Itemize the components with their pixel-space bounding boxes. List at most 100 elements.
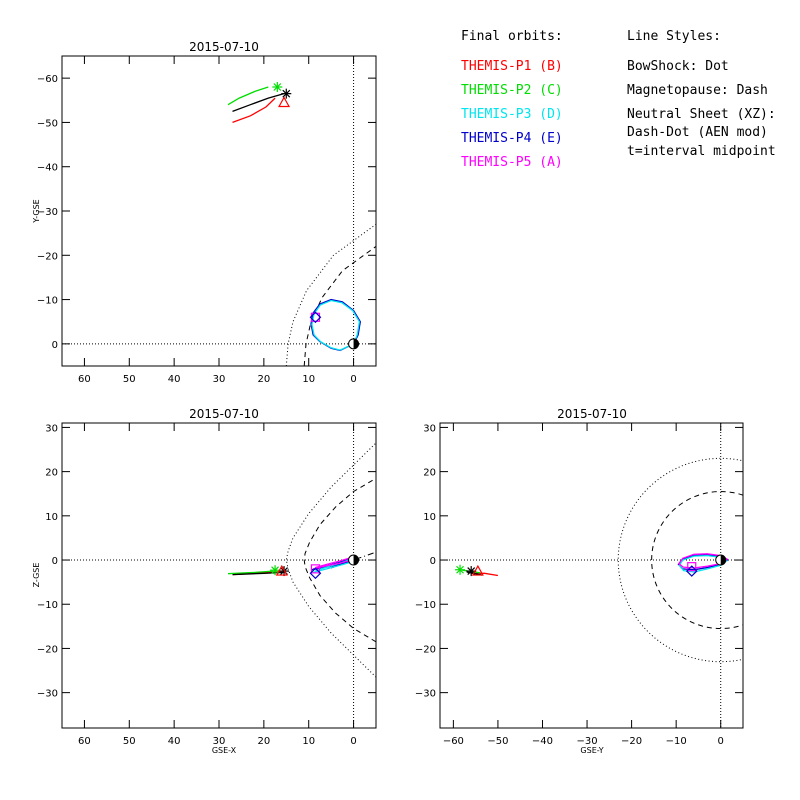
panel-yz-ytick-label: 20 [423,468,436,479]
panel-xz-ytick-label: −20 [37,644,58,655]
panel-xz-marker-asterisk-p2-stroke [271,566,279,575]
panel-xy-bowshock [285,223,376,366]
panel-yz-frame [439,422,744,729]
panel-xz-marker-asterisk-p2 [270,565,281,576]
legend-style-label: Magnetopause: Dash [627,83,768,98]
panel-yz-title: 2015-07-10 [557,407,627,421]
panel-xy-marker-diamond-p4 [309,311,322,324]
panel-yz-marker-asterisk-p2-stroke [456,565,464,574]
panel-yz-xtick-label: −50 [487,736,508,747]
panel-xz-xtick-label: 60 [78,736,91,747]
panel-yz-xtick-label: −30 [576,736,597,747]
panel-xz-xtick-label: 50 [123,736,136,747]
panel-xz-magnetopause [303,477,376,643]
legend-probe-label: THEMIS-P2 (C) [461,83,563,98]
panel-yz-ytick-label: 0 [430,556,436,567]
legend-style-list: BowShock: Dot Magnetopause: Dash Neutral S… [627,59,776,159]
panel-xy-frame [61,55,377,367]
panel-xz-plot: 2015-07-10 Z-GSE GSE-X 60 50 40 30 20 10 0 −30 −… [32,407,377,755]
panel-xy-clipped [62,56,376,366]
panel-yz-ytick-label: −10 [415,600,436,611]
panel-xy-orbit-p1 [232,97,276,124]
panel-xy-ytick-label: −60 [37,74,58,85]
panel-xy-ytick-label: 0 [52,340,58,351]
panel-yz-ytick-label: −20 [415,644,436,655]
panel-yz-marker-asterisk-axis-stroke [467,567,476,576]
panel-xy-data [62,56,376,366]
legend-style-label: Neutral Sheet (XZ): [627,107,776,122]
legend-orbits-header: Final orbits: [461,29,563,44]
panel-xy-title: 2015-07-10 [189,40,259,54]
panel-xy-ytick-label: −10 [37,296,58,307]
panel-xz-frame [61,422,377,729]
panel-yz-marker-square-p5 [687,562,697,572]
panel-xz-bowshock [285,442,376,678]
panel-yz-clipped [440,423,743,728]
panel-yz-marker-asterisk-p2 [455,564,466,575]
legend-probe-label: THEMIS-P3 (D) [461,107,563,122]
panel-yz-ytick-label: 30 [423,423,436,434]
panel-xy-ytick-label: −30 [37,207,58,218]
panel-xy-ytick-label: −50 [37,118,58,129]
panel-xz-orbit-p2 [227,570,273,575]
panel-yz-xlabel: GSE-Y [580,746,603,755]
panel-yz-xtick-label: 0 [718,736,724,747]
panel-xz-xtick-label: 0 [350,736,356,747]
panel-xy-xtick-label: 30 [213,374,226,385]
panel-xy-ticks: 60 50 40 30 20 10 0 −60 −50 −40 −30 −20 −10 0 [37,56,376,385]
panel-xy-marker-earth-axis-night [353,338,359,349]
panel-xy-marker-asterisk-p2 [272,82,283,92]
panel-xy-xtick-label: 20 [257,374,270,385]
panel-xy-xtick-label: 60 [78,374,91,385]
panel-yz-xtick-label: −10 [666,736,687,747]
panel-yz-data [440,423,743,728]
panel-xz-xlabel: GSE-X [212,746,237,755]
panel-xy-ylabel: Y-GSE [32,199,41,223]
panel-xz-marker-diamond-p4 [309,567,322,580]
panel-xz-xtick-label: 30 [213,736,226,747]
panel-yz-ytick-label: 10 [423,512,436,523]
panel-xz-xtick-label: 10 [302,736,315,747]
legend-styles-header: Line Styles: [627,29,721,44]
panel-xz-ytick-label: 20 [45,468,58,479]
panel-xy-marker-square-p5 [310,312,321,322]
panel-yz-marker-diamond-p4 [685,565,698,577]
panel-xy-marker-asterisk-axis [281,88,292,99]
panel-xy-ytick-label: −20 [37,251,58,262]
legend-probe-list: THEMIS-P1 (B) THEMIS-P2 (C) THEMIS-P3 (D) T… [461,59,563,170]
panel-xz-ytick-label: −10 [37,600,58,611]
legend-style-label: t=interval midpoint [627,144,776,159]
panel-xy-orbit-p3 [311,299,361,351]
panel-xy-marker-asterisk-axis-stroke [282,89,291,98]
panel-xz-clipped [62,423,376,728]
legend-probe-label: THEMIS-P4 (E) [461,131,563,146]
legend-probe-label: THEMIS-P5 (A) [461,155,563,170]
panel-xy-plot: 2015-07-10 Y-GSE 60 50 40 30 20 10 0 −60 −50 −40 −… [32,40,377,385]
panel-xz-marker-earth-axis [348,554,360,566]
panel-xy-xtick-label: 10 [302,374,315,385]
panel-xy-orbit-p2 [227,86,269,106]
panel-xz-neutral-sheet [330,551,376,569]
panel-xy-xtick-label: 0 [350,374,356,385]
panel-xz-data [62,423,376,728]
panel-xz-ytick-label: 30 [45,423,58,434]
panel-xy-marker-earth-axis [348,338,360,350]
legend-style-label: BowShock: Dot [627,59,729,74]
panel-xy-ytick-label: −40 [37,163,58,174]
panel-xz-xtick-label: 20 [257,736,270,747]
legend-probe-label: THEMIS-P1 (B) [461,59,563,74]
panel-xy-xtick-label: 50 [123,374,136,385]
panel-xz-marker-triangle-p1 [275,564,288,576]
panel-xz-marker-earth-axis-night [353,555,359,566]
panel-yz-xtick-label: −60 [443,736,464,747]
panel-xz-xtick-label: 40 [168,736,181,747]
legend-style-label: Dash-Dot (AEN mod) [627,125,768,140]
panel-yz-marker-earth-axis-night [720,555,726,566]
panel-xy-marker-asterisk-p2-stroke [273,83,282,91]
panel-xz-ytick-label: 10 [45,512,58,523]
panel-xz-ytick-label: −30 [37,689,58,700]
panel-xy-orbit-axis [232,92,285,113]
panel-yz-plot: 2015-07-10 GSE-Y −60 −50 −40 −30 −20 −10 0−30−… [415,407,744,755]
panel-xy-marker-triangle-p1 [278,96,291,108]
